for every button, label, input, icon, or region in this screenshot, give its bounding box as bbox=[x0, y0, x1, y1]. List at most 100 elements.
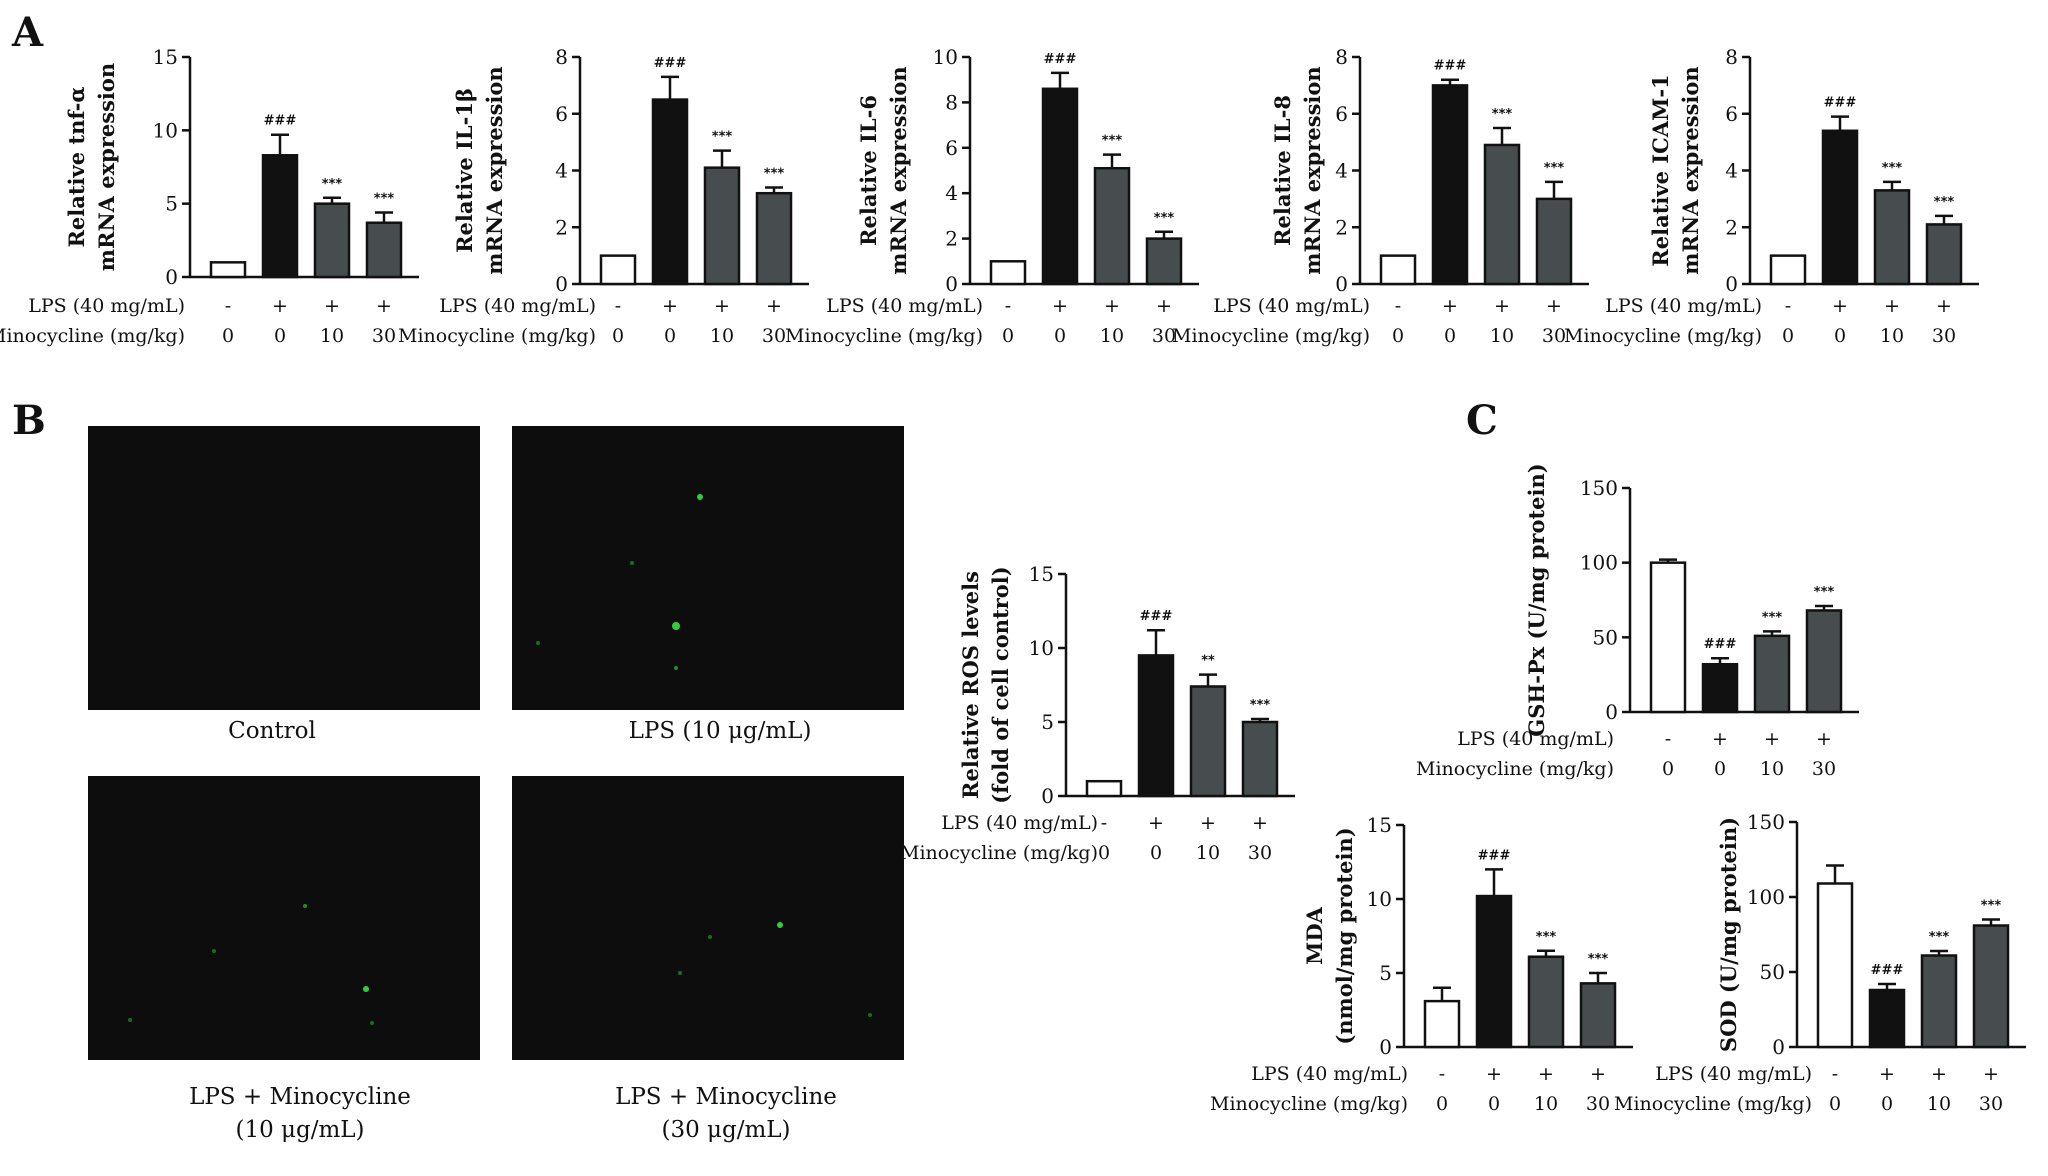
bar-icam1-1 bbox=[1821, 129, 1859, 286]
y-tick-label: 4 bbox=[555, 159, 568, 183]
significance-label: ### bbox=[1140, 609, 1173, 624]
bar-il8-2 bbox=[1483, 143, 1521, 286]
panel-label-a: A bbox=[11, 9, 44, 56]
lps-row-value: + bbox=[1983, 1063, 1999, 1085]
bar-mda-0 bbox=[1423, 999, 1461, 1049]
bar-il1b-2 bbox=[703, 166, 741, 286]
y-tick-label: 10 bbox=[153, 118, 178, 142]
minocycline-row-value: 30 bbox=[762, 325, 786, 347]
y-tick-label: 0 bbox=[945, 272, 958, 296]
lps-row-value: + bbox=[1546, 295, 1562, 317]
y-tick-label: 5 bbox=[1041, 710, 1054, 734]
minocycline-row-value: 30 bbox=[1542, 325, 1566, 347]
lps-row-value: + bbox=[1884, 295, 1900, 317]
y-tick-label: 8 bbox=[1725, 45, 1738, 69]
y-axis-label-line2: mRNA expression bbox=[1678, 66, 1703, 274]
micrograph-lps-minocycline-30 bbox=[512, 776, 904, 1060]
lps-row-value: + bbox=[1148, 812, 1164, 834]
lps-row-label: LPS (40 mg/mL) bbox=[1605, 295, 1762, 317]
significance-label: *** bbox=[1544, 161, 1565, 176]
y-tick-label: 5 bbox=[165, 192, 178, 216]
significance-label: ### bbox=[1478, 848, 1511, 863]
bar-mda-2 bbox=[1527, 955, 1565, 1049]
minocycline-row-label: Minocycline (mg/kg) bbox=[398, 325, 596, 347]
lps-row-value: - bbox=[1832, 1063, 1838, 1085]
bar-il6-1 bbox=[1041, 87, 1079, 286]
minocycline-row-value: 10 bbox=[1196, 842, 1220, 864]
minocycline-row-value: 0 bbox=[222, 325, 234, 347]
y-tick-label: 6 bbox=[1725, 102, 1738, 126]
bar-gshpx-0 bbox=[1649, 561, 1687, 714]
minocycline-row-label: Minocycline (mg/kg) bbox=[1210, 1093, 1408, 1115]
bar-icam1-0 bbox=[1769, 254, 1807, 286]
lps-row-value: - bbox=[225, 295, 231, 317]
minocycline-row-value: 0 bbox=[1002, 325, 1014, 347]
caption-lps-mino-10-line2: (10 μg/mL) bbox=[235, 1117, 364, 1143]
y-tick-label: 10 bbox=[1029, 636, 1054, 660]
y-tick-label: 8 bbox=[1335, 45, 1348, 69]
bar-il6-3 bbox=[1145, 237, 1183, 286]
significance-label: ### bbox=[1871, 963, 1904, 978]
y-tick-label: 50 bbox=[1760, 960, 1785, 984]
y-tick-label: 0 bbox=[555, 272, 568, 296]
caption-lps-mino-30-line2: (30 μg/mL) bbox=[661, 1117, 790, 1143]
bar-icam1-2 bbox=[1873, 189, 1911, 286]
chart-mda: 0 5 10 15 MDA (nmol/mg protein) - 0 ### +0 *** +10 *… bbox=[1210, 813, 1633, 1115]
significance-label: *** bbox=[322, 177, 343, 192]
bar-il1b-0 bbox=[599, 254, 637, 286]
minocycline-row-value: 0 bbox=[1782, 325, 1794, 347]
y-tick-label: 4 bbox=[1335, 159, 1348, 183]
y-tick-label: 15 bbox=[153, 45, 178, 69]
lps-row-value: + bbox=[766, 295, 782, 317]
significance-label: ### bbox=[1434, 59, 1467, 74]
y-tick-label: 0 bbox=[1725, 272, 1738, 296]
minocycline-row-value: 10 bbox=[1100, 325, 1124, 347]
y-tick-label: 0 bbox=[1335, 272, 1348, 296]
minocycline-row-value: 0 bbox=[1834, 325, 1846, 347]
minocycline-row-value: 30 bbox=[1248, 842, 1272, 864]
lps-row-value: + bbox=[376, 295, 392, 317]
minocycline-row-value: 30 bbox=[1152, 325, 1176, 347]
minocycline-row-label: Minocycline (mg/kg) bbox=[0, 325, 185, 347]
y-axis-label: Relative IL-1β bbox=[452, 88, 477, 253]
lps-row-label: LPS (40 mg/mL) bbox=[28, 295, 185, 317]
significance-label: *** bbox=[1492, 107, 1513, 122]
y-tick-label: 100 bbox=[1747, 885, 1785, 909]
lps-row-value: + bbox=[1764, 728, 1780, 750]
significance-label: ** bbox=[1201, 654, 1215, 669]
lps-row-label: LPS (40 mg/mL) bbox=[1457, 728, 1614, 750]
lps-row-label: LPS (40 mg/mL) bbox=[1655, 1063, 1812, 1085]
minocycline-row-value: 30 bbox=[1979, 1093, 2003, 1115]
caption-control: Control bbox=[228, 718, 316, 744]
y-tick-label: 150 bbox=[1747, 810, 1785, 834]
y-tick-label: 0 bbox=[1041, 784, 1054, 808]
panel-label-b: B bbox=[12, 397, 46, 444]
y-tick-label: 6 bbox=[1335, 102, 1348, 126]
y-tick-label: 0 bbox=[1605, 700, 1618, 724]
minocycline-row-value: 10 bbox=[1490, 325, 1514, 347]
bar-il8-0 bbox=[1379, 254, 1417, 286]
lps-row-value: - bbox=[1785, 295, 1791, 317]
lps-row-value: - bbox=[1665, 728, 1671, 750]
significance-label: ### bbox=[1824, 96, 1857, 111]
minocycline-row-value: 10 bbox=[1880, 325, 1904, 347]
y-tick-label: 2 bbox=[945, 227, 958, 251]
significance-label: *** bbox=[374, 191, 395, 206]
significance-label: *** bbox=[1934, 195, 1955, 210]
significance-label: *** bbox=[1154, 211, 1175, 226]
bar-tnf-3 bbox=[365, 221, 403, 279]
significance-label: ### bbox=[264, 114, 297, 129]
y-tick-label: 15 bbox=[1029, 562, 1054, 586]
bar-sod-3 bbox=[1972, 924, 2010, 1049]
y-axis-label: SOD (U/mg protein) bbox=[1716, 817, 1741, 1052]
bar-gshpx-2 bbox=[1753, 634, 1791, 714]
chart-gshpx: 0 50 100 150 GSH-Px (U/mg protein) - 0 ### +0 ***… bbox=[1416, 463, 1859, 780]
lps-row-value: + bbox=[1442, 295, 1458, 317]
y-tick-label: 50 bbox=[1593, 625, 1618, 649]
minocycline-row-label: Minocycline (mg/kg) bbox=[1172, 325, 1370, 347]
significance-label: *** bbox=[712, 130, 733, 145]
minocycline-row-label: Minocycline (mg/kg) bbox=[900, 842, 1098, 864]
minocycline-row-value: 10 bbox=[1927, 1093, 1951, 1115]
